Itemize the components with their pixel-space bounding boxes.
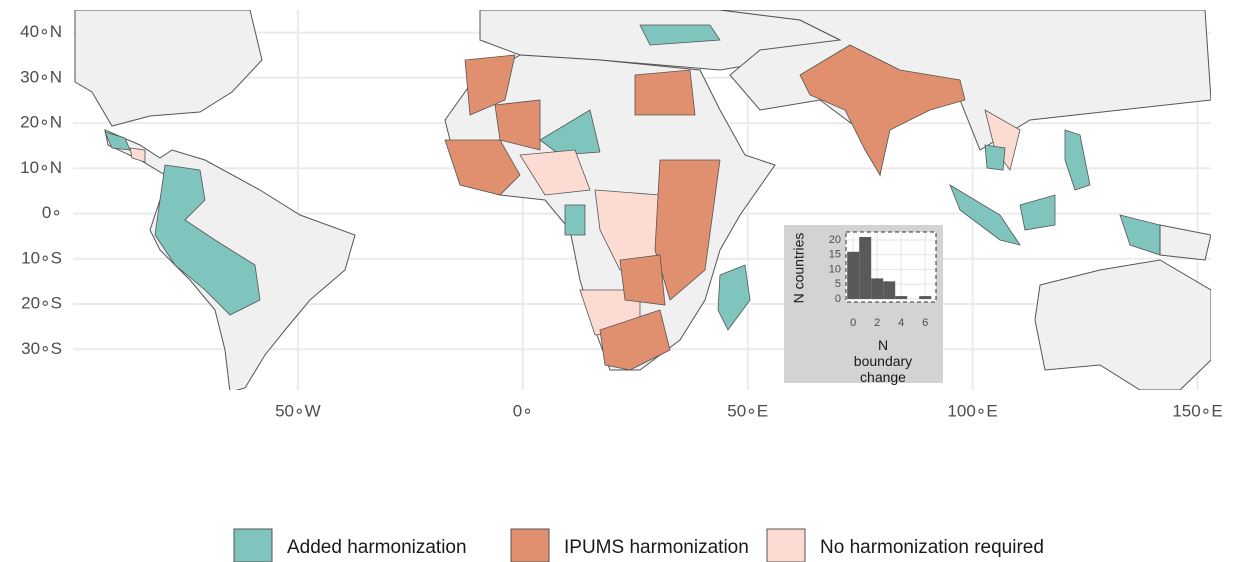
y-tick-label: 40∘N (20, 22, 62, 41)
bar (919, 296, 932, 300)
y-tick-label: 10 (829, 263, 841, 275)
bar (847, 251, 860, 300)
y-tick-label: 20∘N (20, 113, 62, 132)
legend-swatch (510, 528, 550, 562)
x-tick-label: 0 (850, 317, 856, 329)
bar (883, 281, 896, 300)
y-tick-label: 30∘N (20, 67, 62, 86)
y-tick-label: 10∘S (21, 248, 62, 267)
bar (859, 237, 872, 300)
inset-histogram: 0 5 10 15 20 0 2 4 6 (829, 233, 935, 329)
region (639, 24, 721, 46)
region (717, 264, 751, 331)
region (619, 254, 666, 306)
map-land (74, 10, 1211, 390)
legend-label: No harmonization required (820, 537, 1044, 558)
legend-label: Added harmonization (287, 537, 467, 558)
region (444, 139, 521, 196)
papua (1159, 224, 1211, 261)
region (539, 109, 601, 156)
region (1119, 214, 1161, 256)
region (599, 309, 671, 371)
region (129, 147, 146, 163)
x-tick-label: 2 (874, 317, 880, 329)
legend-label: IPUMS harmonization (564, 537, 749, 558)
region (464, 54, 516, 116)
y-tick-label: 0 (835, 293, 841, 305)
region (949, 184, 1021, 246)
region (564, 204, 586, 236)
region (654, 159, 721, 301)
region (984, 109, 1021, 171)
y-tick-label: 20∘S (21, 294, 62, 313)
x-tick-label: 100∘E (947, 401, 997, 420)
y-tick-label: 20 (829, 234, 841, 246)
x-tick-label: 0∘ (513, 401, 533, 420)
bar (871, 278, 884, 300)
region (1019, 194, 1056, 231)
region (154, 164, 261, 316)
region (1064, 129, 1091, 191)
legend: Added harmonization IPUMS harmonization No… (233, 528, 1044, 562)
x-tick-label: 6 (922, 317, 928, 329)
x-tick-label: 50∘E (727, 401, 768, 420)
region (984, 144, 1006, 171)
australia (1034, 259, 1211, 390)
x-tick-label: 50∘W (275, 401, 321, 420)
inset-x-label: N boundary change (853, 337, 913, 385)
legend-swatch (766, 528, 806, 562)
y-tick-label: 30∘S (21, 339, 62, 358)
axes: 50∘W 0∘ 50∘E 100∘E 150∘E 40∘N 30∘N 20∘N 10∘N 0∘ 10… (20, 22, 1223, 420)
inset-y-label: N countries (791, 233, 807, 304)
north-america (74, 10, 263, 127)
y-tick-label: 0∘ (42, 203, 62, 222)
y-tick-label: 5 (835, 278, 841, 290)
x-tick-label: 150∘E (1172, 401, 1222, 420)
region (799, 44, 966, 177)
y-tick-label: 15 (829, 249, 841, 261)
region (519, 149, 591, 196)
region (104, 131, 131, 151)
bar (895, 296, 908, 300)
region (634, 69, 696, 116)
y-tick-label: 10∘N (20, 158, 62, 177)
legend-swatch (233, 528, 273, 562)
x-tick-label: 4 (898, 317, 904, 329)
region (494, 99, 541, 151)
